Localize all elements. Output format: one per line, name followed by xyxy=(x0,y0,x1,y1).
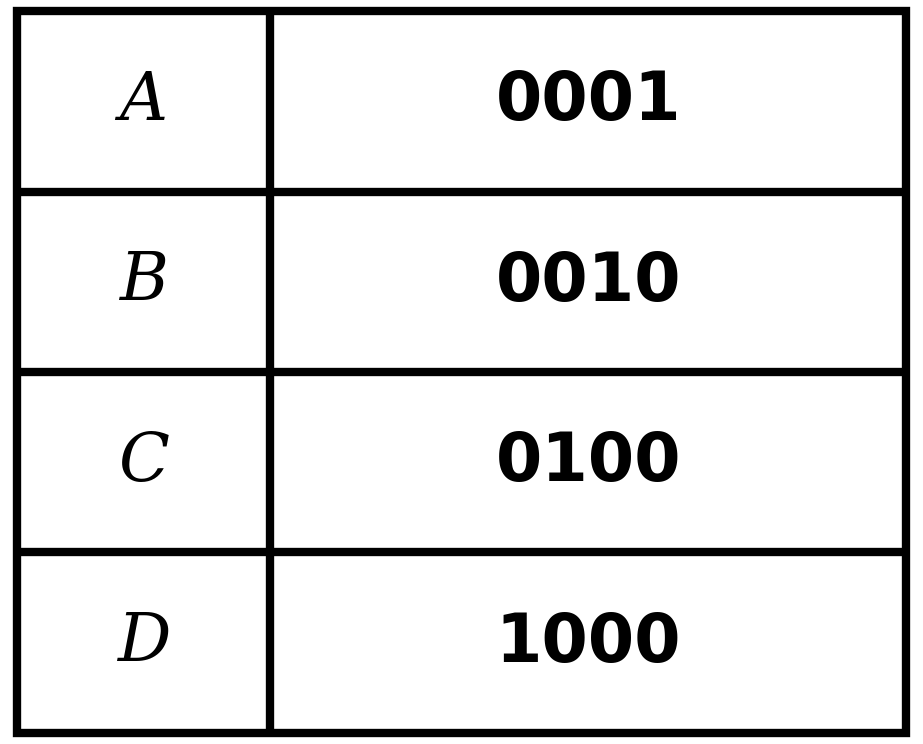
Text: 0100: 0100 xyxy=(496,429,681,496)
Text: 0001: 0001 xyxy=(496,68,681,135)
Text: D: D xyxy=(116,610,170,676)
Text: 0010: 0010 xyxy=(496,248,681,315)
Text: C: C xyxy=(118,429,169,495)
Text: 1000: 1000 xyxy=(496,609,681,676)
Text: A: A xyxy=(119,68,167,134)
Text: B: B xyxy=(119,249,168,315)
